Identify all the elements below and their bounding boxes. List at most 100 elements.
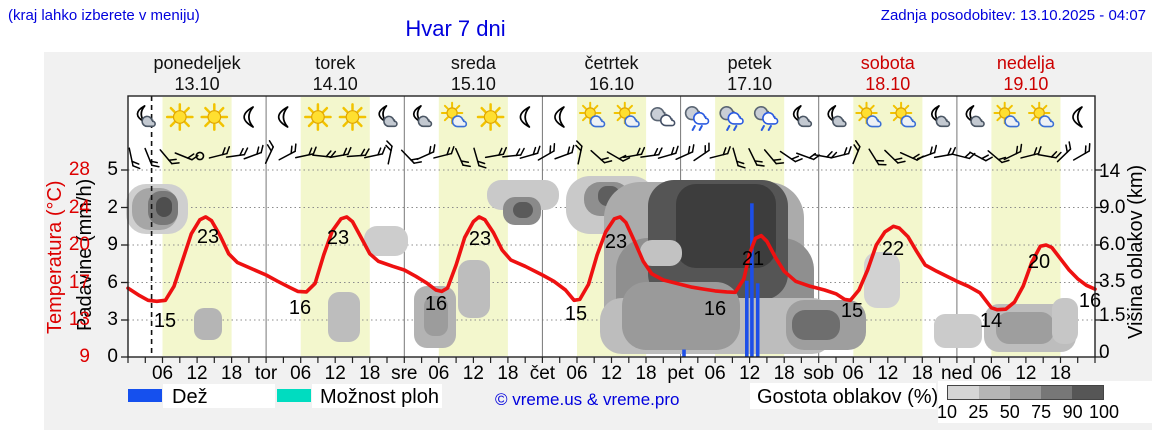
- weather-icon-sun: [304, 103, 332, 131]
- x-tick-label: 06: [151, 363, 174, 384]
- weather-icon-sun-cloud: [889, 101, 917, 128]
- wind-barb-icon: [852, 140, 861, 165]
- copyright-link[interactable]: © vreme.us & vreme.pro: [495, 390, 680, 409]
- x-tick-label: 18: [1049, 363, 1072, 384]
- wind-barb-icon: [693, 142, 710, 162]
- wind-barb-icon: [329, 146, 352, 159]
- x-tick-label: 12: [600, 363, 623, 384]
- wind-barb-icon: [675, 144, 695, 161]
- rain-bar: [755, 283, 760, 358]
- day-name: nedelja: [996, 53, 1055, 73]
- weather-icon-sun: [200, 103, 229, 131]
- weather-icon-sun-cloud: [855, 101, 882, 128]
- temperature-value-label: 23: [197, 226, 219, 248]
- wind-barb-icon: [502, 147, 525, 158]
- wind-barb-icon: [473, 147, 487, 169]
- wind-barb-icon: [657, 145, 679, 159]
- weather-icon-moon-cloud: [827, 105, 847, 128]
- day-date: 16.10: [588, 74, 635, 94]
- wind-barb-icon: [243, 144, 264, 160]
- cloud-tick-label: 6.0: [1099, 234, 1126, 255]
- x-tick-label: tor: [255, 363, 278, 384]
- weather-icon-moon-cloud: [930, 105, 951, 128]
- wind-barb-icon: [622, 146, 646, 159]
- wind-calm-icon: [195, 151, 205, 161]
- location-hint: (kraj lahko izberete v meniju): [8, 7, 200, 24]
- precip-tick-label: 2: [107, 196, 118, 218]
- weather-icon-sun-cloud: [440, 101, 468, 128]
- day-name: sobota: [860, 53, 915, 73]
- x-tick-label: 12: [324, 363, 346, 384]
- cloud-blob: [458, 260, 490, 318]
- temp-tick-label: 28: [68, 159, 90, 180]
- x-tick-label: 06: [566, 363, 588, 384]
- temperature-axis-label: Temperatura (°C): [44, 180, 66, 335]
- x-tick-label: ned: [940, 363, 973, 384]
- x-tick-label: 06: [842, 363, 864, 384]
- temperature-value-label: 22: [882, 238, 904, 260]
- wind-barb-icon: [868, 148, 887, 166]
- cloud-blob: [156, 197, 172, 217]
- x-tick-label: 18: [635, 363, 657, 384]
- wind-barb-icon: [763, 149, 785, 165]
- wind-barb-icon: [385, 140, 393, 165]
- temperature-value-label: 20: [1028, 251, 1050, 273]
- density-gradient-segment: [1041, 386, 1072, 399]
- weather-icon-moon-cloud: [412, 105, 433, 128]
- x-tick-label: 12: [1015, 363, 1037, 384]
- wind-barb-icon: [537, 143, 556, 161]
- wind-barb-icon: [554, 144, 575, 160]
- wind-barb-icon: [1003, 143, 1023, 161]
- cloud-blob: [513, 202, 533, 218]
- temp-tick-label: 20: [68, 234, 90, 255]
- rain-bar: [745, 280, 749, 358]
- x-tick-label: 06: [704, 363, 726, 384]
- cloud-tick-label: 9.0: [1099, 197, 1126, 218]
- wind-barb-icon: [264, 140, 274, 165]
- x-tick-label: 06: [980, 363, 1002, 384]
- x-tick-label: 12: [877, 363, 899, 384]
- wind-barb-icon: [830, 146, 852, 159]
- weather-icon-rain: [684, 106, 710, 131]
- wind-barb-icon: [969, 151, 993, 162]
- weather-icon-sun: [338, 103, 367, 131]
- x-tick-label: 18: [221, 363, 243, 384]
- wind-barb-icon: [606, 151, 631, 162]
- day-name: ponedeljek: [153, 53, 241, 73]
- x-tick-label: 18: [497, 363, 519, 384]
- precip-tick-label: 0: [107, 346, 118, 367]
- density-tick-label: 25: [968, 402, 989, 422]
- cloud-density-legend-label: Gostota oblakov (%): [757, 386, 939, 408]
- density-gradient-segment: [948, 386, 979, 399]
- cloud-blob: [792, 310, 840, 340]
- wind-barb-icon: [987, 150, 1010, 164]
- wind-barb-icon: [590, 149, 613, 164]
- day-date: 13.10: [174, 74, 220, 94]
- rain-legend-swatch: [128, 389, 162, 402]
- day-date: 19.10: [1003, 74, 1049, 94]
- wind-barb-icon: [779, 150, 803, 163]
- showers-label-box: [312, 384, 442, 408]
- weather-icon-sun: [476, 103, 505, 131]
- wind-barb-icon: [433, 146, 455, 159]
- weather-icon-sun: [165, 103, 194, 131]
- wind-barb-icon: [416, 144, 436, 161]
- day-name: torek: [315, 53, 356, 73]
- density-gradient-segment: [979, 386, 1010, 399]
- wind-barb-icon: [1020, 146, 1042, 159]
- weather-icon-rain: [719, 106, 744, 131]
- weather-icon-moon-cloud: [378, 105, 398, 128]
- wind-barb-icon: [295, 146, 317, 159]
- x-tick-label: 18: [911, 363, 933, 384]
- showers-legend-swatch: [277, 389, 311, 402]
- temperature-value-label: 16: [289, 297, 311, 319]
- day-name: petek: [727, 53, 772, 73]
- weather-icon-moon-cloud: [136, 105, 156, 128]
- cloud-blob: [1052, 298, 1078, 344]
- x-tick-label: sob: [803, 363, 835, 384]
- wind-barb-icon: [1056, 141, 1072, 163]
- wind-barb-icon: [159, 149, 180, 165]
- weather-icon-sun-cloud: [613, 101, 640, 128]
- wind-barb-icon: [732, 147, 746, 169]
